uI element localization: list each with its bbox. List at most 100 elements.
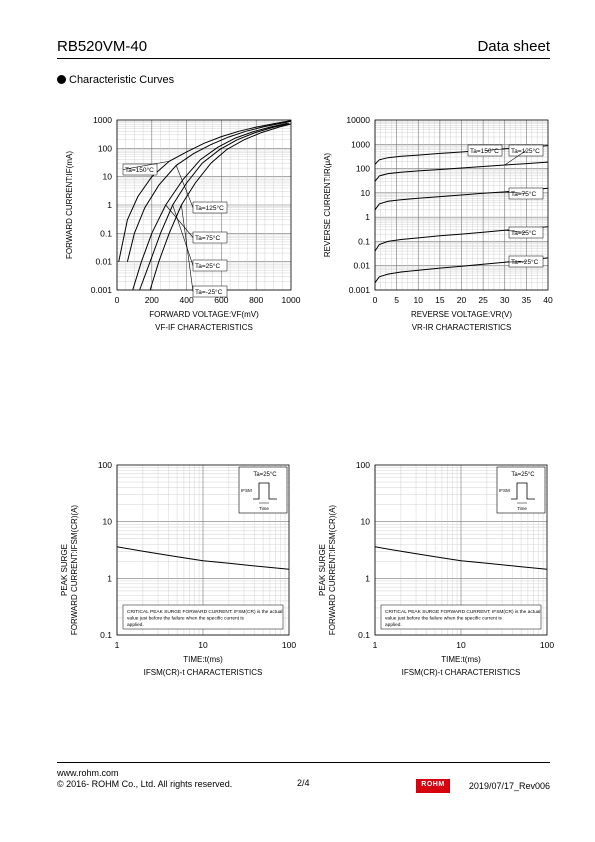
y-tick-label: 10 — [103, 172, 113, 182]
x-axis-label: FORWARD VOLTAGE:VF(mV) — [149, 310, 259, 319]
revision-date: 2019/07/17_Rev006 — [468, 781, 550, 791]
x-tick-label: 10 — [198, 640, 208, 650]
note-box — [380, 604, 542, 630]
x-tick-label: 15 — [435, 295, 445, 305]
y-tick-label: 1000 — [93, 115, 112, 125]
y-tick-label: 1 — [365, 212, 370, 222]
x-axis-label: TIME:t(ms) — [441, 655, 481, 664]
plot-frame — [374, 464, 548, 636]
inset-axis-label: IFSM — [241, 488, 252, 493]
series-leader — [484, 148, 505, 151]
y-tick-label: 100 — [98, 460, 112, 470]
x-tick-label: 20 — [457, 295, 467, 305]
vr-ir-chart: 0.001 0.01 0.1 1 10 100 1000 10000 0 5 10 15 20 25 30 3… — [323, 115, 553, 332]
series-line — [374, 161, 549, 182]
x-tick-label: 100 — [540, 640, 554, 650]
y-tick-label: 0.1 — [100, 630, 112, 640]
y-axis-label: REVERSE CURRENT:IR(μA) — [323, 153, 332, 258]
series-leader — [172, 204, 194, 266]
footer-url[interactable]: www.rohm.com — [57, 768, 119, 778]
x-tick-label: 0 — [115, 295, 120, 305]
y-axis-label: PEAK SURGE — [60, 544, 69, 596]
series-label: Ta=-25°C — [511, 258, 539, 266]
series-leader — [504, 261, 527, 263]
chart-caption: VF-IF CHARACTERISTICS — [155, 323, 253, 332]
x-tick-label: 600 — [214, 295, 228, 305]
plot-frame — [116, 464, 290, 636]
x-axis-label: REVERSE VOLTAGE:VR(V) — [411, 310, 512, 319]
y-tick-label: 100 — [356, 460, 370, 470]
series-label: Ta=-25°C — [195, 288, 223, 296]
series-label: Ta=75°C — [195, 234, 220, 242]
part-number: RB520VM-40 — [57, 38, 148, 55]
note-box — [122, 604, 284, 630]
note-text: value just before the failure when the s… — [127, 616, 244, 622]
note-text: value just before the failure when the s… — [385, 616, 502, 622]
series-leader — [504, 229, 527, 233]
pulse-icon — [253, 482, 277, 500]
y-tick-label: 0.01 — [353, 261, 370, 271]
note-text: applied. — [127, 622, 144, 628]
bullet-icon — [57, 75, 66, 84]
note-text: applied. — [385, 622, 402, 628]
x-tick-label: 0 — [373, 295, 378, 305]
series-line — [139, 123, 290, 291]
inset-time-label: Time — [259, 506, 269, 511]
series-line — [149, 123, 292, 291]
footer-copyright: © 2016- ROHM Co., Ltd. All rights reserv… — [57, 779, 233, 789]
vf-if-chart: 0.001 0.01 0.1 1 10 100 1000 0 200 400 600 800 1000 F… — [65, 115, 301, 332]
series-leader — [122, 160, 170, 170]
chart-caption: VR-IR CHARACTERISTICS — [412, 323, 512, 332]
x-tick-label: 1000 — [282, 295, 301, 305]
x-tick-label: 35 — [522, 295, 532, 305]
series-line — [374, 546, 548, 570]
y-tick-label: 10 — [361, 188, 371, 198]
x-tick-label: 10 — [456, 640, 466, 650]
x-tick-label: 1 — [373, 640, 378, 650]
series-label: Ta=125°C — [195, 204, 224, 212]
series-leader — [504, 150, 527, 166]
series-line — [116, 546, 290, 570]
chart-caption: IFSM(CR)-t CHARACTERISTICS — [144, 668, 263, 677]
y-tick-label: 0.1 — [358, 236, 370, 246]
x-tick-label: 400 — [180, 295, 194, 305]
y-tick-label: 1 — [365, 573, 370, 583]
y-axis-label: FORWARD CURRENT:IFSM(CR)(A) — [328, 505, 337, 636]
y-tick-label: 100 — [356, 164, 370, 174]
inset-label: Ta=25°C — [511, 472, 535, 478]
y-tick-label: 0.001 — [349, 285, 371, 295]
x-tick-label: 800 — [249, 295, 263, 305]
series-line — [126, 120, 292, 262]
header-rule — [57, 58, 550, 59]
y-tick-label: 100 — [98, 143, 112, 153]
series-label: Ta=75°C — [511, 190, 536, 198]
x-tick-label: 100 — [282, 640, 296, 650]
y-tick-label: 1 — [107, 573, 112, 583]
series-label: Ta=150°C — [125, 166, 154, 174]
y-tick-label: 0.001 — [91, 285, 113, 295]
footer-rule — [57, 762, 550, 763]
y-axis-label: PEAK SURGE — [318, 544, 327, 596]
series-leader — [504, 191, 527, 194]
note-text: CRITICAL PEAK SURGE FORWARD CURRENT: IFS… — [385, 609, 540, 615]
x-tick-label: 40 — [543, 295, 553, 305]
series-label: Ta=150°C — [470, 147, 499, 155]
doc-type: Data sheet — [477, 38, 550, 55]
inset-box — [238, 466, 288, 514]
pulse-icon — [511, 482, 535, 500]
inset-time-label: Time — [517, 506, 527, 511]
x-tick-label: 25 — [478, 295, 488, 305]
section-heading: Characteristic Curves — [57, 74, 174, 86]
y-tick-label: 0.1 — [358, 630, 370, 640]
x-tick-label: 10 — [414, 295, 424, 305]
y-tick-label: 10 — [103, 517, 113, 527]
y-tick-label: 10 — [361, 517, 371, 527]
rohm-logo: ROHM — [416, 779, 450, 793]
y-axis-label: FORWARD CURRENT:IFSM(CR)(A) — [70, 505, 79, 636]
x-tick-label: 200 — [145, 295, 159, 305]
inset-axis-label: IFSM — [499, 488, 510, 493]
y-tick-label: 0.01 — [95, 257, 112, 267]
series-line — [132, 122, 288, 291]
